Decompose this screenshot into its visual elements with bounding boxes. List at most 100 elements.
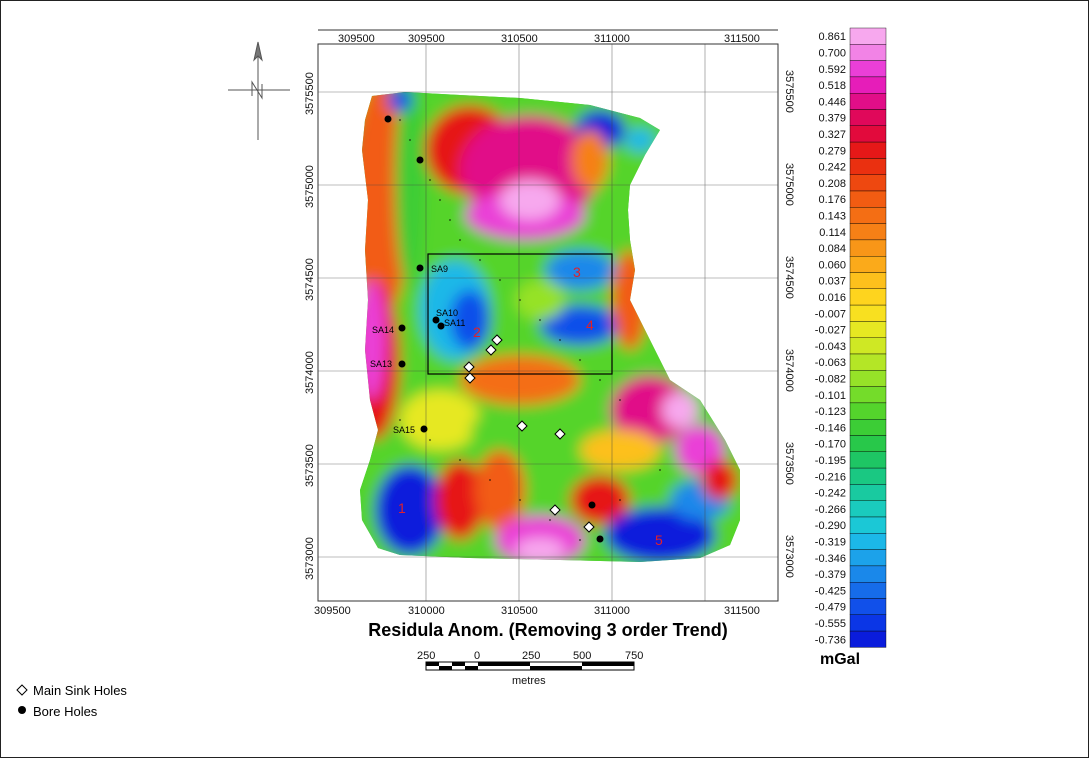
sink-hole-markers: [463, 334, 595, 533]
colorbar-swatch: [849, 76, 887, 94]
map-axes: [317, 29, 779, 602]
sink-hole-icon: [549, 504, 561, 516]
zone-label: 3: [573, 264, 581, 280]
y-axis-left: 3575500 3575000 3574500 3574000 3573500 …: [304, 72, 316, 580]
colorbar-swatch: [849, 582, 887, 599]
bore-labels: SA9 SA10 SA11 SA14 SA13 SA15: [370, 264, 465, 435]
bore-hole-icon: [588, 501, 596, 509]
sink-hole-icon: [485, 344, 497, 356]
y-tick-left: 3575500: [304, 72, 316, 115]
colorbar-swatch: [849, 549, 887, 567]
colorbar-swatch: [849, 288, 887, 306]
colorbar-label: -0.063: [815, 357, 846, 369]
colorbar-label: 0.208: [818, 178, 846, 190]
x-tick-bottom: 310000: [408, 605, 445, 617]
x-tick-bottom: 310500: [501, 605, 538, 617]
bore-hole-icon: [416, 264, 424, 272]
bore-label: SA15: [393, 425, 415, 435]
y-tick-left: 3574500: [304, 258, 316, 301]
bore-hole-icon: [437, 322, 445, 330]
colorbar-label: 0.060: [818, 259, 846, 271]
bore-label: SA9: [431, 264, 448, 274]
colorbar-label: -0.101: [815, 390, 846, 402]
colorbar-swatch: [849, 353, 887, 371]
zone-label: 1: [398, 500, 406, 516]
colorbar-swatch: [849, 370, 887, 387]
colorbar-label: 0.327: [818, 129, 846, 141]
colorbar-label: -0.242: [815, 488, 846, 500]
y-tick-left: 3575000: [304, 165, 316, 208]
x-tick-top: 309500: [408, 33, 445, 45]
bore-hole-icon: [420, 425, 428, 433]
colorbar-label: 0.016: [818, 292, 846, 304]
x-tick-bottom: 309500: [314, 605, 351, 617]
bore-hole-icon: [416, 156, 424, 164]
colorbar-label: 0.861: [818, 31, 846, 43]
colorbar-label: -0.082: [815, 373, 846, 385]
colorbar-label: 0.379: [818, 113, 846, 125]
legend-sink-holes: Main Sink Holes: [33, 683, 127, 698]
bore-hole-icon: [596, 535, 604, 543]
colorbar-swatch: [849, 256, 887, 273]
x-tick-bottom: 311500: [724, 605, 760, 617]
colorbar-swatch: [849, 92, 887, 110]
colorbar-label: -0.027: [815, 325, 846, 337]
sink-hole-legend-icon: [16, 684, 28, 696]
colorbar-label: -0.319: [815, 536, 846, 548]
colorbar-swatch: [849, 60, 887, 78]
x-axis-top: 309500 309500 310500 311000 311500: [338, 33, 760, 45]
scale-label: 500: [573, 650, 591, 662]
study-area-box: [427, 253, 613, 375]
colorbar-label: -0.425: [815, 585, 846, 597]
legend-bore-holes: Bore Holes: [33, 704, 98, 719]
colorbar-label: -0.123: [815, 406, 846, 418]
bore-label: SA11: [444, 318, 465, 328]
bore-hole-icon: [398, 324, 406, 332]
colorbar-label: 0.700: [818, 47, 846, 59]
colorbar-label: -0.146: [815, 422, 846, 434]
sink-hole-icon: [464, 372, 476, 384]
colorbar-swatch: [849, 419, 887, 436]
colorbar-swatch: [849, 614, 887, 632]
colorbar-swatch: [849, 141, 887, 159]
colorbar-swatch: [849, 239, 887, 257]
colorbar-swatch: [849, 630, 887, 648]
colorbar-swatch: [849, 533, 887, 550]
colorbar-swatch: [849, 190, 887, 208]
zone-labels: 1 2 3 4 5: [398, 264, 663, 548]
colorbar-label: -0.007: [815, 308, 846, 320]
scale-label: 250: [417, 650, 435, 662]
zone-label: 4: [586, 317, 594, 333]
y-tick-left: 3573500: [304, 444, 316, 487]
colorbar-swatch: [849, 516, 887, 534]
y-tick-right: 3575500: [783, 70, 795, 113]
colorbar-label: -0.170: [815, 439, 846, 451]
scale-bar: 250 0 250 500 750 metres: [417, 650, 643, 687]
colorbar-label: -0.216: [815, 471, 846, 483]
y-tick-right: 3575000: [783, 163, 795, 206]
colorbar-swatch: [849, 109, 887, 126]
colorbar-swatch: [849, 125, 887, 143]
scale-label: 0: [474, 650, 480, 662]
colorbar-label: 0.084: [818, 243, 846, 255]
zone-label: 2: [473, 324, 481, 340]
sink-hole-icon: [583, 521, 595, 533]
x-tick-bottom: 311000: [594, 605, 630, 617]
y-tick-right: 3573000: [783, 535, 795, 578]
colorbar-swatch: [849, 565, 887, 583]
sink-hole-icon: [554, 428, 566, 440]
colorbar-swatch: [849, 337, 887, 355]
colorbar-label: 0.176: [818, 194, 846, 206]
colorbar-swatch: [849, 321, 887, 338]
sink-hole-icon: [516, 420, 528, 432]
anomaly-surface: [360, 92, 740, 562]
colorbar-label: 0.037: [818, 276, 846, 288]
colorbar-swatch: [849, 451, 887, 469]
colorbar-label: -0.555: [815, 618, 846, 630]
zone-label: 5: [655, 532, 663, 548]
colorbar-swatch: [849, 467, 887, 485]
sink-hole-icon: [463, 361, 475, 373]
bore-hole-icon: [384, 115, 392, 123]
colorbar-swatch: [849, 500, 887, 518]
